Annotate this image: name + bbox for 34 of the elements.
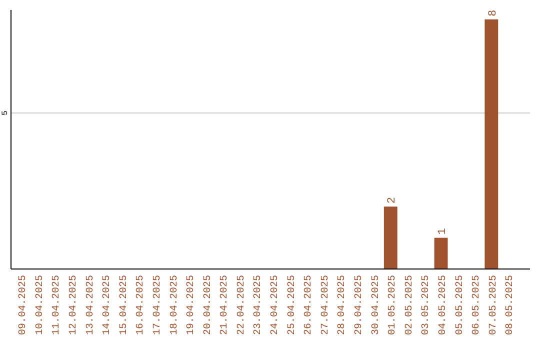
x-tick-label: 24.04.2025 [270, 275, 282, 336]
x-tick-label: 16.04.2025 [136, 275, 147, 336]
x-tick-label: 27.04.2025 [320, 275, 332, 336]
x-tick-label: 07.05.2025 [488, 275, 500, 336]
data-label: 2 [386, 196, 399, 204]
data-label: 8 [487, 10, 500, 16]
x-tick-label: 10.04.2025 [34, 275, 46, 336]
x-tick-label: 19.04.2025 [186, 275, 198, 336]
x-tick-label: 29.04.2025 [354, 275, 366, 336]
x-tick-label: 12.04.2025 [68, 275, 80, 336]
x-tick-label: 18.04.2025 [169, 275, 180, 336]
x-tick-label: 25.04.2025 [286, 275, 298, 336]
x-tick-label: 02.05.2025 [404, 275, 416, 336]
x-tick-label: 14.04.2025 [102, 275, 114, 336]
x-tick-label: 04.05.2025 [438, 275, 450, 336]
x-tick-label: 08.05.2025 [505, 275, 516, 336]
x-tick-label: 17.04.2025 [152, 275, 164, 336]
x-tick-label: 05.05.2025 [454, 275, 466, 336]
x-tick-label: 11.04.2025 [52, 275, 63, 336]
x-tick-label: 01.05.2025 [388, 275, 399, 336]
x-tick-label: 15.04.2025 [118, 275, 130, 336]
data-label: 1 [437, 228, 450, 235]
x-tick-label: 22.04.2025 [236, 275, 248, 336]
x-tick-label: 28.04.2025 [337, 275, 348, 336]
x-tick-label: 30.04.2025 [370, 275, 382, 336]
x-tick-label: 13.04.2025 [85, 275, 96, 336]
x-tick-label: 09.04.2025 [18, 275, 30, 336]
x-tick-label: 26.04.2025 [304, 275, 315, 336]
x-tick-label: 06.05.2025 [472, 275, 483, 336]
x-tick-label: 20.04.2025 [202, 275, 214, 336]
y-tick-label: 5 [1, 110, 10, 116]
x-tick-label: 03.05.2025 [421, 275, 432, 336]
x-tick-label: 23.04.2025 [253, 275, 264, 336]
x-tick-label: 21.04.2025 [220, 275, 231, 336]
